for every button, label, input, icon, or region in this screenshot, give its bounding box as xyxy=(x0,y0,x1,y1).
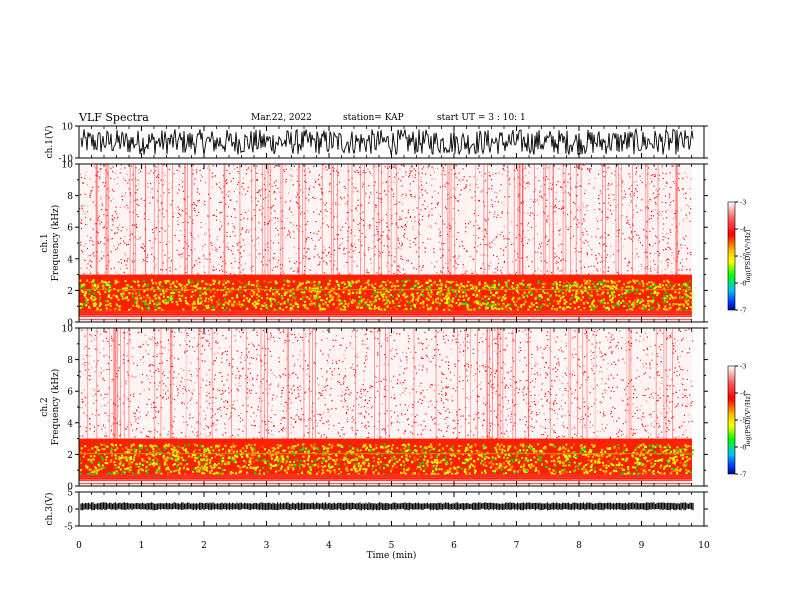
colorbar-tick-label: -7 xyxy=(740,471,746,479)
y-tick-label: 10 xyxy=(62,325,74,335)
y-tick-label: 6 xyxy=(67,224,73,234)
y-axis-label: ch.2 xyxy=(40,397,50,416)
colorbar-2 xyxy=(727,365,736,475)
y-tick-label: 6 xyxy=(67,388,73,398)
x-tick-label: 1 xyxy=(139,541,145,551)
y-tick-label: 0 xyxy=(67,483,73,493)
x-tick-label: 2 xyxy=(201,541,207,551)
colorbar-tick-label: -7 xyxy=(740,307,746,315)
colorbar-label: log(PSD)(V²/Hz) xyxy=(744,229,752,282)
y-tick-label: 0 xyxy=(67,506,73,516)
x-tick-label: 0 xyxy=(76,541,82,551)
ch1-heatmap xyxy=(79,164,694,322)
y-tick-label: 4 xyxy=(67,419,73,429)
x-tick-label: 9 xyxy=(639,541,645,551)
colorbar-tick-label: -6 xyxy=(740,444,746,452)
ch2-heatmap xyxy=(79,328,694,486)
y-tick-label: 2 xyxy=(67,451,73,461)
colorbar-tick-label: -4 xyxy=(740,226,746,234)
y-tick-label: -10 xyxy=(59,155,74,165)
start-ut-label: start UT = 3 : 10: 1 xyxy=(437,113,526,123)
colorbar-tick-label: -5 xyxy=(740,253,746,261)
y-axis-label: ch.1(V) xyxy=(44,126,55,159)
y-tick-label: 8 xyxy=(67,356,73,366)
colorbar-tick-label: -3 xyxy=(740,363,746,371)
y-tick-label: 10 xyxy=(62,161,74,171)
colorbar-tick-label: -5 xyxy=(740,417,746,425)
colorbar-tick-label: -3 xyxy=(740,199,746,207)
x-axis-label: Time (min) xyxy=(367,550,417,561)
x-tick-label: 7 xyxy=(514,541,520,551)
y-axis-label: Frequency (kHz) xyxy=(50,369,61,446)
y-tick-label: 4 xyxy=(67,255,73,265)
x-tick-label: 5 xyxy=(389,541,395,551)
station-label: station= KAP xyxy=(343,113,404,123)
colorbar-label: log(PSD)(V²/Hz) xyxy=(744,393,752,446)
date-label: Mar.22, 2022 xyxy=(251,113,312,123)
y-axis-label: ch.1 xyxy=(40,233,50,252)
y-tick-label: -5 xyxy=(64,523,73,533)
x-tick-label: 6 xyxy=(451,541,457,551)
chart-title: VLF Spectra xyxy=(79,111,149,124)
y-tick-label: 8 xyxy=(67,192,73,202)
y-axis-label: Frequency (kHz) xyxy=(50,205,61,282)
x-tick-label: 4 xyxy=(326,541,332,551)
x-tick-label: 3 xyxy=(264,541,270,551)
ch1-waveform xyxy=(80,127,694,156)
colorbar-tick-label: -6 xyxy=(740,280,746,288)
colorbar-1 xyxy=(727,201,736,311)
y-axis-label: ch.3(V) xyxy=(44,493,55,526)
y-tick-label: 0 xyxy=(67,319,73,329)
x-tick-label: 10 xyxy=(698,541,710,551)
ch3-waveform xyxy=(80,502,694,511)
x-tick-label: 8 xyxy=(576,541,582,551)
y-tick-label: 5 xyxy=(67,489,73,499)
colorbar-tick-label: -4 xyxy=(740,390,746,398)
y-tick-label: 10 xyxy=(62,123,74,133)
y-tick-label: 2 xyxy=(67,287,73,297)
